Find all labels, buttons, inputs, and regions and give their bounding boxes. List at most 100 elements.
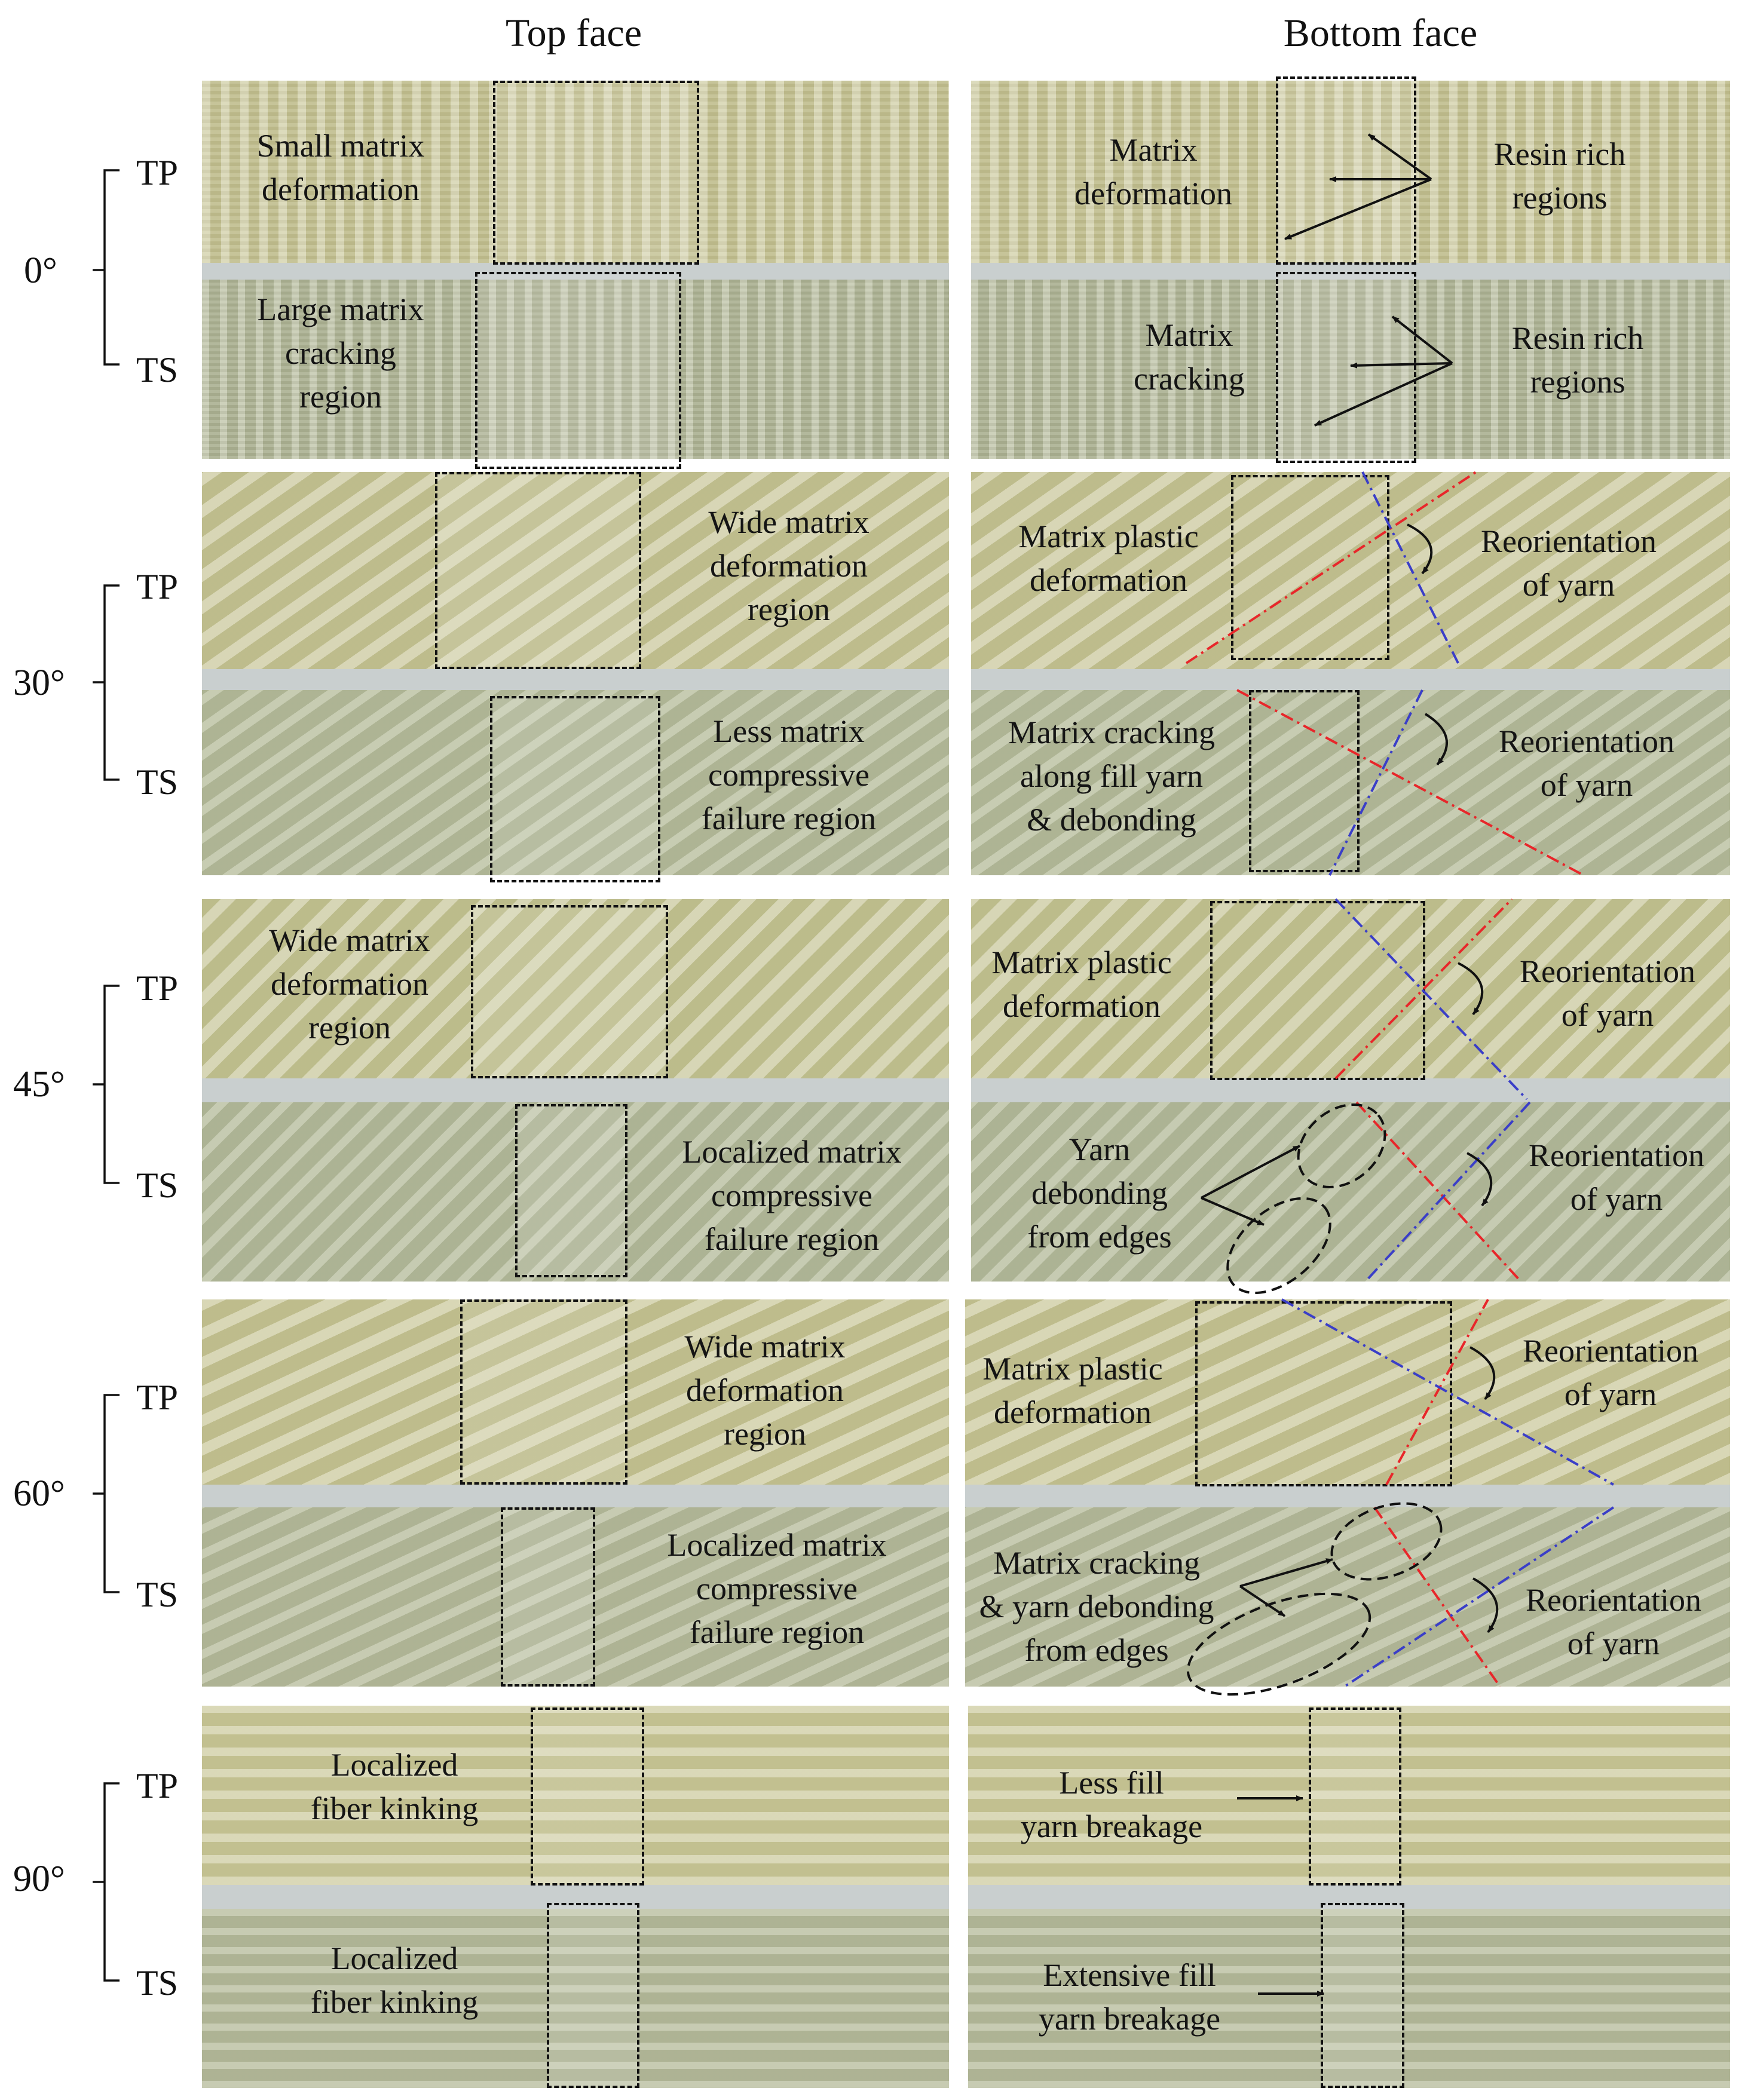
label-30-bot-tp-2: Reorientation of yarn [1481,523,1657,603]
photo-90-bot-tp [968,1706,1730,1885]
photo-90-top-ts [202,1909,949,2088]
tag-90-ts: TS [136,1963,179,2003]
header-bottom-face: Bottom face [1283,11,1478,55]
photo-30-bot-ts [971,690,1730,875]
photo-90-bot-ts [968,1909,1730,2088]
arrows-60-bot-ts [1239,1558,1333,1617]
photo-0-bot-ts [971,280,1730,459]
photo-0-top-ts [202,280,949,459]
photo-0-top-tp [202,81,949,263]
photo-45-top-ts [202,1102,949,1282]
photo-45-bot-ts [971,1102,1730,1282]
label-30-top-ts: Less matrix compressive failure region [701,713,877,836]
tag-0-tp: TP [136,153,179,192]
highlight-box-60-top-ts [501,1507,595,1687]
dashdot-60-bot-tp [1281,1298,1614,1486]
curved-arrow-45-ts [1467,1152,1493,1207]
curved-arrow-30-ts [1424,713,1448,766]
photo-30-top-tp [202,472,949,669]
highlight-box-45-top-tp [471,905,668,1078]
arrows-90-bot [1237,1795,1324,1997]
separator-30-bot [971,669,1730,690]
dashdot-45-bot-ts [1355,1101,1531,1283]
arrows-0-bot-tp [1284,133,1432,240]
highlight-box-90-top-ts [547,1903,639,2088]
tag-60-ts: TS [136,1575,179,1614]
label-60-bot-ts-2: Reorientation of yarn [1526,1582,1701,1661]
angle-45: 45° [13,1064,65,1105]
photo-30-top-ts [202,690,949,875]
dashdot-60-bot-ts [1343,1506,1615,1688]
label-90-bot-tp: Less fill yarn breakage [1020,1765,1203,1844]
curved-arrow-45-tp [1458,962,1484,1016]
label-30-bot-ts-2: Reorientation of yarn [1499,723,1674,803]
arrows-45-bot-ts [1201,1145,1300,1226]
ellipses-45-bot-ts [1226,1103,1386,1295]
tag-0-ts: TS [136,350,179,390]
label-60-bot-tp-2: Reorientation of yarn [1523,1333,1698,1412]
ellipses-60-bot-ts [1186,1502,1443,1696]
label-45-top-ts: Localized matrix compressive failure reg… [682,1134,902,1257]
label-45-bot-ts-2: Reorientation of yarn [1529,1138,1704,1217]
tag-45-ts: TS [136,1166,179,1205]
curved-arrow-60-ts [1472,1577,1499,1633]
angle-90: 90° [13,1859,65,1899]
tag-90-tp: TP [136,1766,179,1805]
angle-0: 0° [24,250,57,291]
tag-30-tp: TP [136,567,179,606]
label-60-bot-ts: Matrix cracking & yarn debonding from ed… [979,1545,1214,1668]
separator-30-top [202,669,949,690]
label-60-top-tp: Wide matrix deformation region [684,1329,846,1452]
highlight-box-45-top-ts [515,1104,627,1277]
photo-60-bot-tp [965,1299,1730,1485]
label-45-top-tp: Wide matrix deformation region [269,922,430,1046]
separator-45-bot [971,1078,1730,1102]
highlight-box-60-top-tp [460,1299,627,1485]
highlight-box-30-top-ts [490,696,660,882]
photo-60-top-tp [202,1299,949,1485]
label-45-bot-tp: Matrix plastic deformation [991,945,1172,1024]
label-0-bot-ts-2: Resin rich regions [1511,320,1644,400]
separator-0-bot [971,263,1730,280]
header-top-face: Top face [505,11,642,55]
tag-45-tp: TP [136,968,179,1008]
angle-30: 30° [13,663,65,703]
label-0-bot-tp-2: Resin rich regions [1493,136,1626,216]
label-0-bot-tp: Matrix deformation [1074,132,1232,211]
label-90-top-ts: Localized fiber kinking [310,1940,479,2020]
label-90-bot-ts: Extensive fill yarn breakage [1038,1957,1221,2037]
separator-0-top [202,263,949,280]
highlight-box-30-top-tp [435,472,641,669]
label-0-top-ts: Large matrix cracking region [257,292,424,415]
highlight-box-0-top-tp [493,81,699,265]
highlight-box-0-top-ts [475,272,681,469]
bracket-0 [103,169,120,366]
label-0-top-tp: Small matrix deformation [256,128,425,207]
separator-60-bot [965,1485,1730,1507]
tag-60-tp: TP [136,1378,179,1417]
highlight-box-90-top-tp [531,1707,644,1886]
highlight-box-30-bot-ts [1249,690,1360,872]
separator-45-top [202,1078,949,1102]
label-30-bot-tp: Matrix plastic deformation [1018,519,1199,598]
tag-30-ts: TS [136,762,179,802]
photo-30-bot-tp [971,472,1730,669]
separator-60-top [202,1485,949,1507]
label-0-bot-ts: Matrix cracking [1134,317,1245,397]
dashdot-45-bot-tp [1334,898,1528,1100]
highlight-box-0-bot-ts [1276,272,1416,463]
highlight-box-30-bot-tp [1231,475,1389,660]
curved-arrow-60-tp [1469,1346,1496,1400]
dashdot-30-bot-tp [1185,471,1477,664]
photo-0-bot-tp [971,81,1730,263]
label-60-top-ts: Localized matrix compressive failure reg… [667,1527,887,1650]
label-30-top-tp: Wide matrix deformation region [708,504,870,627]
arrows-0-bot-ts [1314,315,1453,427]
photo-60-top-ts [202,1507,949,1687]
label-45-bot-tp-2: Reorientation of yarn [1520,954,1695,1033]
curved-arrow-30-tp [1407,523,1433,575]
dashdot-30-bot-ts [1236,689,1584,876]
